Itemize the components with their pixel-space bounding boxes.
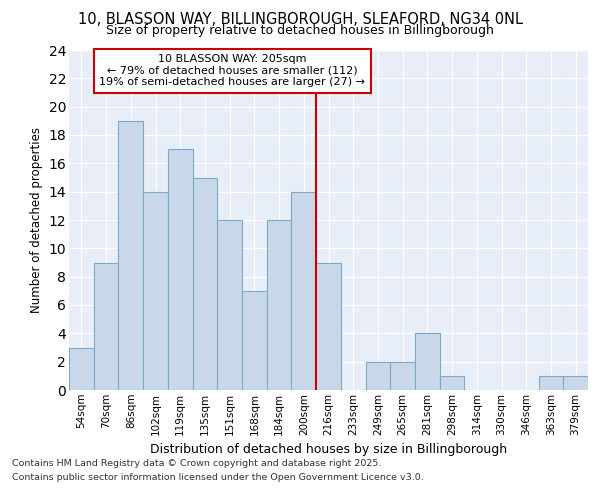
Bar bbox=[563, 376, 588, 390]
Bar bbox=[242, 291, 267, 390]
Text: 10, BLASSON WAY, BILLINGBOROUGH, SLEAFORD, NG34 0NL: 10, BLASSON WAY, BILLINGBOROUGH, SLEAFOR… bbox=[77, 12, 523, 28]
Bar bbox=[193, 178, 217, 390]
Bar bbox=[415, 334, 440, 390]
Text: Contains HM Land Registry data © Crown copyright and database right 2025.: Contains HM Land Registry data © Crown c… bbox=[12, 458, 382, 468]
X-axis label: Distribution of detached houses by size in Billingborough: Distribution of detached houses by size … bbox=[150, 443, 507, 456]
Bar bbox=[94, 262, 118, 390]
Text: 10 BLASSON WAY: 205sqm
← 79% of detached houses are smaller (112)
19% of semi-de: 10 BLASSON WAY: 205sqm ← 79% of detached… bbox=[99, 54, 365, 88]
Bar bbox=[143, 192, 168, 390]
Bar bbox=[440, 376, 464, 390]
Y-axis label: Number of detached properties: Number of detached properties bbox=[30, 127, 43, 313]
Bar bbox=[267, 220, 292, 390]
Bar bbox=[118, 121, 143, 390]
Text: Contains public sector information licensed under the Open Government Licence v3: Contains public sector information licen… bbox=[12, 474, 424, 482]
Text: Size of property relative to detached houses in Billingborough: Size of property relative to detached ho… bbox=[106, 24, 494, 37]
Bar bbox=[539, 376, 563, 390]
Bar bbox=[365, 362, 390, 390]
Bar bbox=[292, 192, 316, 390]
Bar bbox=[217, 220, 242, 390]
Bar bbox=[69, 348, 94, 390]
Bar bbox=[390, 362, 415, 390]
Bar bbox=[316, 262, 341, 390]
Bar bbox=[168, 149, 193, 390]
